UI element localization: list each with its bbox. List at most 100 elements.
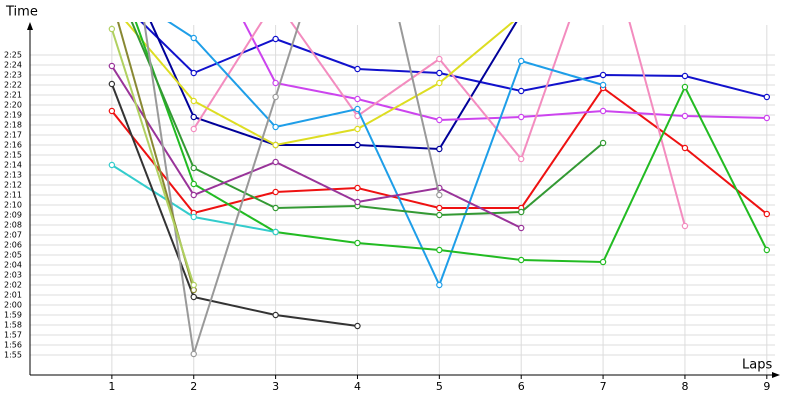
y-tick-label: 2:16	[4, 141, 22, 150]
data-point	[599, 107, 607, 115]
y-tick-label: 2:10	[4, 201, 22, 210]
x-axis-label: Laps	[742, 358, 772, 373]
data-point	[190, 164, 197, 172]
data-point	[436, 281, 443, 289]
data-point	[518, 256, 525, 264]
data-point	[681, 112, 689, 120]
data-point	[354, 198, 361, 206]
y-tick-label: 2:20	[4, 101, 22, 110]
data-point	[436, 145, 443, 153]
y-axis-arrow	[27, 22, 33, 30]
series-line	[242, 22, 767, 122]
data-point	[518, 224, 525, 232]
data-point	[108, 161, 116, 169]
grid	[30, 25, 775, 375]
series-line	[125, 22, 515, 147]
data-point	[272, 79, 279, 87]
data-point	[272, 228, 279, 236]
series-line	[149, 22, 518, 151]
data-point	[190, 34, 197, 42]
y-tick-label: 2:14	[4, 161, 22, 170]
data-point	[519, 12, 524, 17]
data-point	[354, 184, 361, 192]
x-tick-label: 2	[190, 380, 197, 393]
data-point	[272, 93, 279, 101]
x-tick-label: 8	[681, 380, 688, 393]
data-point	[763, 93, 771, 101]
data-point	[273, 0, 278, 3]
data-point	[599, 71, 607, 79]
x-tick-label: 7	[600, 380, 607, 393]
data-point	[763, 210, 771, 218]
data-point	[190, 213, 197, 221]
data-point	[681, 144, 689, 152]
y-tick-label: 1:55	[4, 351, 22, 360]
data-point	[763, 246, 771, 254]
x-tick-label: 6	[518, 380, 525, 393]
x-tick-label: 1	[108, 380, 115, 393]
data-point	[599, 139, 607, 147]
data-point	[272, 141, 279, 149]
data-point	[436, 191, 443, 199]
x-axis-arrow	[772, 372, 780, 378]
data-point	[436, 204, 443, 212]
data-point	[681, 222, 689, 230]
data-point	[354, 141, 361, 149]
y-tick-label: 2:25	[4, 51, 22, 60]
data-point	[518, 155, 525, 163]
data-point	[109, 2, 114, 7]
y-tick-label: 2:04	[4, 261, 22, 270]
data-point	[190, 180, 197, 188]
data-point	[436, 246, 443, 254]
data-point	[436, 211, 443, 219]
x-tick-label: 3	[272, 380, 279, 393]
y-tick-label: 2:23	[4, 71, 22, 80]
data-point	[190, 97, 197, 105]
y-tick-label: 2:05	[4, 251, 22, 260]
data-point	[190, 350, 197, 358]
x-tick-label: 9	[763, 380, 770, 393]
data-point	[190, 293, 197, 301]
data-point	[190, 69, 197, 77]
y-tick-label: 2:15	[4, 151, 22, 160]
data-point	[272, 35, 279, 43]
data-point	[518, 57, 525, 65]
y-tick-label: 2:11	[4, 191, 22, 200]
y-tick-label: 2:13	[4, 171, 22, 180]
data-point	[518, 208, 525, 216]
y-tick-label: 2:12	[4, 181, 22, 190]
data-point	[190, 125, 197, 133]
data-point	[681, 83, 689, 91]
data-point	[354, 95, 361, 103]
data-point	[518, 87, 525, 95]
data-point	[519, 11, 524, 16]
data-point	[354, 125, 361, 133]
y-tick-label: 1:57	[4, 331, 22, 340]
data-point	[272, 204, 279, 212]
y-tick-label: 2:03	[4, 271, 22, 280]
data-point	[436, 69, 443, 77]
y-tick-label: 2:08	[4, 221, 22, 230]
y-tick-label: 1:56	[4, 341, 22, 350]
data-point	[108, 80, 116, 88]
y-tick-label: 2:17	[4, 131, 22, 140]
data-point	[354, 239, 361, 247]
y-tick-label: 2:02	[4, 281, 22, 290]
plot-area	[108, 0, 771, 358]
y-tick-label: 2:19	[4, 111, 22, 120]
y-axis-label: Time	[5, 5, 38, 20]
data-point	[681, 72, 689, 80]
data-point	[436, 79, 443, 87]
y-tick-label: 2:21	[4, 91, 22, 100]
y-tick-label: 1:58	[4, 321, 22, 330]
y-tick-label: 2:24	[4, 61, 22, 70]
data-point	[518, 113, 525, 121]
data-point	[272, 123, 279, 131]
data-point	[108, 107, 116, 115]
data-point	[108, 62, 116, 70]
y-tick-label: 2:07	[4, 231, 22, 240]
x-tick-label: 4	[354, 380, 361, 393]
series-line	[111, 65, 522, 229]
y-tick-label: 2:18	[4, 121, 22, 130]
